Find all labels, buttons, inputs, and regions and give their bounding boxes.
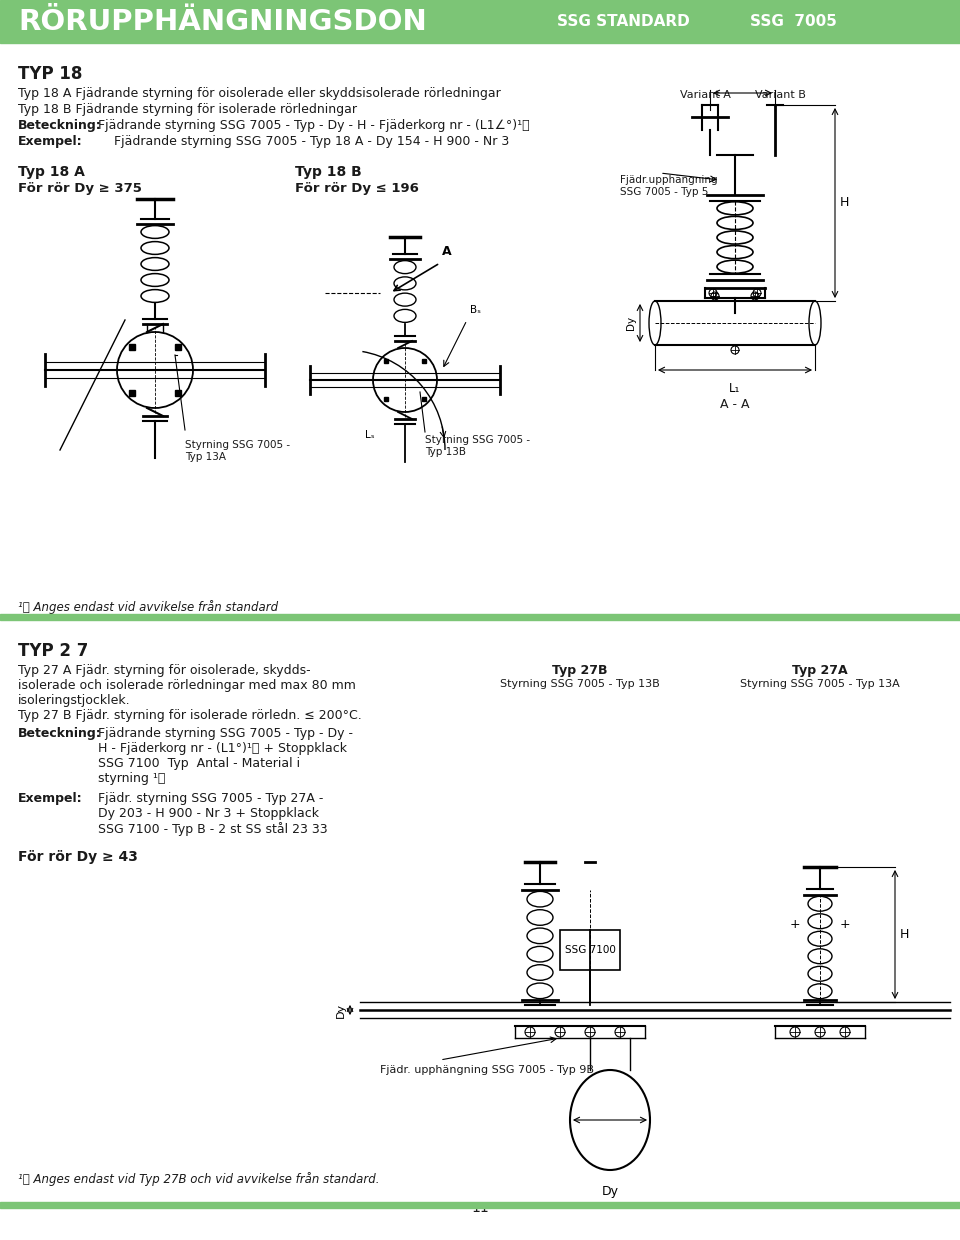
Text: TYP 18: TYP 18 (18, 64, 83, 83)
Text: Fjädrande styrning SSG 7005 - Typ - Dy -: Fjädrande styrning SSG 7005 - Typ - Dy - (98, 727, 353, 740)
Text: Fjädrande styrning SSG 7005 - Typ 18 A - Dy 154 - H 900 - Nr 3: Fjädrande styrning SSG 7005 - Typ 18 A -… (98, 135, 509, 148)
Bar (0, 1202, 960, 1208)
Text: För rör Dy ≥ 375: För rör Dy ≥ 375 (18, 182, 142, 195)
Text: SSG 7100: SSG 7100 (564, 945, 615, 955)
Bar (0, 614, 960, 620)
Text: Typ 27B: Typ 27B (552, 663, 608, 677)
Text: Beteckning:: Beteckning: (18, 727, 102, 740)
Text: RÖRUPPHÄNGNINGSDON: RÖRUPPHÄNGNINGSDON (18, 7, 427, 36)
Text: För rör Dy ≤ 196: För rör Dy ≤ 196 (295, 182, 419, 195)
Text: Typ 18 B: Typ 18 B (295, 165, 362, 179)
Text: Dy 203 - H 900 - Nr 3 + Stoppklack: Dy 203 - H 900 - Nr 3 + Stoppklack (98, 807, 319, 820)
Text: Typ 18 B Fjädrande styrning för isolerade rörledningar: Typ 18 B Fjädrande styrning för isolerad… (18, 103, 357, 117)
Text: Typ 18 A Fjädrande styrning för oisolerade eller skyddsisolerade rörledningar: Typ 18 A Fjädrande styrning för oisolera… (18, 87, 501, 100)
Text: Variant B: Variant B (755, 91, 805, 100)
Text: Exempel:: Exempel: (18, 792, 83, 805)
Text: H - Fjäderkorg nr - (L1°)¹⧉ + Stoppklack: H - Fjäderkorg nr - (L1°)¹⧉ + Stoppklack (98, 742, 347, 755)
Text: ¹⧉ Anges endast vid Typ 27B och vid avvikelse från standard.: ¹⧉ Anges endast vid Typ 27B och vid avvi… (18, 1172, 379, 1185)
Text: Fjädr. styrning SSG 7005 - Typ 27A -: Fjädr. styrning SSG 7005 - Typ 27A - (98, 792, 324, 805)
Text: Styrning SSG 7005 - Typ 13B: Styrning SSG 7005 - Typ 13B (500, 680, 660, 689)
Bar (0, 0, 960, 43)
Bar (560, 930, 620, 970)
Text: Styrning SSG 7005 -
Typ 13A: Styrning SSG 7005 - Typ 13A (185, 440, 290, 461)
Text: isolerade och isolerade rörledningar med max 80 mm: isolerade och isolerade rörledningar med… (18, 680, 356, 692)
Text: +: + (790, 919, 801, 931)
Text: Typ 27 A Fjädr. styrning för oisolerade, skydds-: Typ 27 A Fjädr. styrning för oisolerade,… (18, 663, 311, 677)
Text: Lₛ: Lₛ (365, 430, 374, 440)
Text: A: A (442, 246, 451, 258)
Text: Styrning SSG 7005 - Typ 13A: Styrning SSG 7005 - Typ 13A (740, 680, 900, 689)
Text: Fjädrande styrning SSG 7005 - Typ - Dy - H - Fjäderkorg nr - (L1∠°)¹⧉: Fjädrande styrning SSG 7005 - Typ - Dy -… (98, 119, 530, 131)
Text: Typ 27 B Fjädr. styrning för isolerade rörledn. ≤ 200°C.: Typ 27 B Fjädr. styrning för isolerade r… (18, 709, 362, 722)
Text: H: H (900, 928, 909, 941)
Text: SSG 7100  Typ  Antal - Material i: SSG 7100 Typ Antal - Material i (98, 756, 300, 770)
Text: För rör Dy ≥ 43: För rör Dy ≥ 43 (18, 849, 138, 864)
Text: Fjädr.upphängning
SSG 7005 - Typ 5: Fjädr.upphängning SSG 7005 - Typ 5 (620, 175, 718, 197)
Text: Dy: Dy (626, 316, 636, 330)
Text: A - A: A - A (720, 398, 750, 410)
Text: Fjädr. upphängning SSG 7005 - Typ 9B: Fjädr. upphängning SSG 7005 - Typ 9B (380, 1065, 594, 1075)
Text: SSG STANDARD: SSG STANDARD (557, 15, 689, 30)
Text: H: H (840, 196, 850, 210)
Text: SSG 7100 - Typ B - 2 st SS stål 23 33: SSG 7100 - Typ B - 2 st SS stål 23 33 (98, 822, 327, 836)
Text: SSG  7005: SSG 7005 (750, 15, 837, 30)
Text: 11: 11 (471, 1202, 489, 1215)
Text: Typ 18 A: Typ 18 A (18, 165, 84, 179)
Text: Dy: Dy (602, 1185, 618, 1198)
Text: Dy: Dy (336, 1002, 346, 1018)
Text: isoleringstjocklek.: isoleringstjocklek. (18, 694, 131, 707)
Text: L₁: L₁ (730, 382, 741, 396)
Text: +: + (840, 919, 851, 931)
Text: Bₛ: Bₛ (470, 305, 481, 315)
Text: ¹⧉ Anges endast vid avvikelse från standard: ¹⧉ Anges endast vid avvikelse från stand… (18, 600, 278, 614)
Text: Styrning SSG 7005 -
Typ 13B: Styrning SSG 7005 - Typ 13B (425, 435, 530, 456)
Text: Exempel:: Exempel: (18, 135, 83, 148)
Text: TYP 2 7: TYP 2 7 (18, 642, 88, 660)
Text: Beteckning:: Beteckning: (18, 119, 102, 131)
Text: Variant A: Variant A (680, 91, 731, 100)
Text: styrning ¹⧉: styrning ¹⧉ (98, 773, 165, 785)
Text: Typ 27A: Typ 27A (792, 663, 848, 677)
